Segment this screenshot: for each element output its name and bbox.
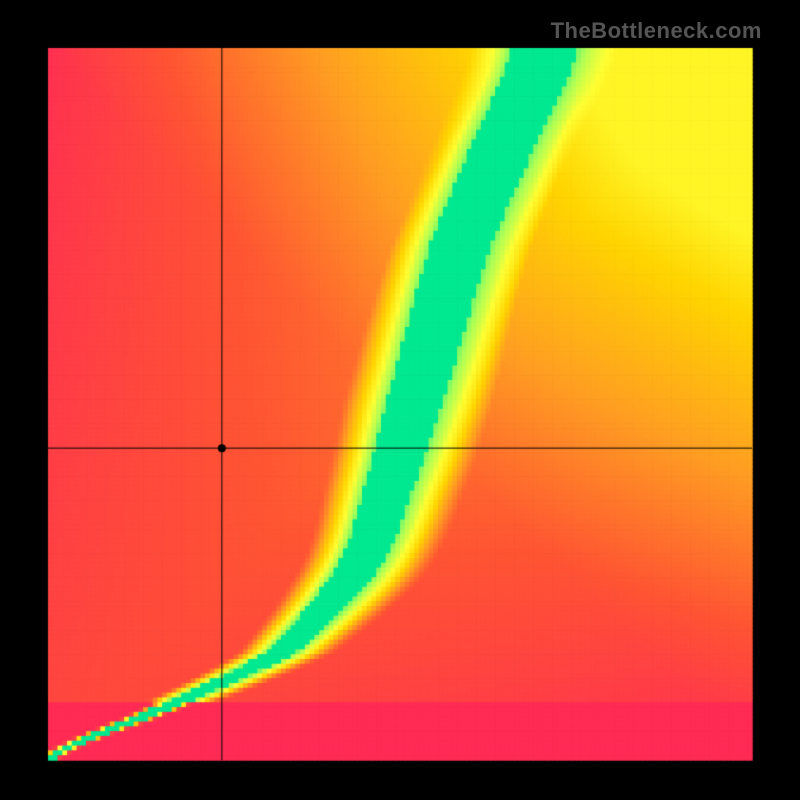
chart-container: TheBottleneck.com — [0, 0, 800, 800]
heatmap-canvas — [0, 0, 800, 800]
watermark-text: TheBottleneck.com — [551, 18, 762, 44]
